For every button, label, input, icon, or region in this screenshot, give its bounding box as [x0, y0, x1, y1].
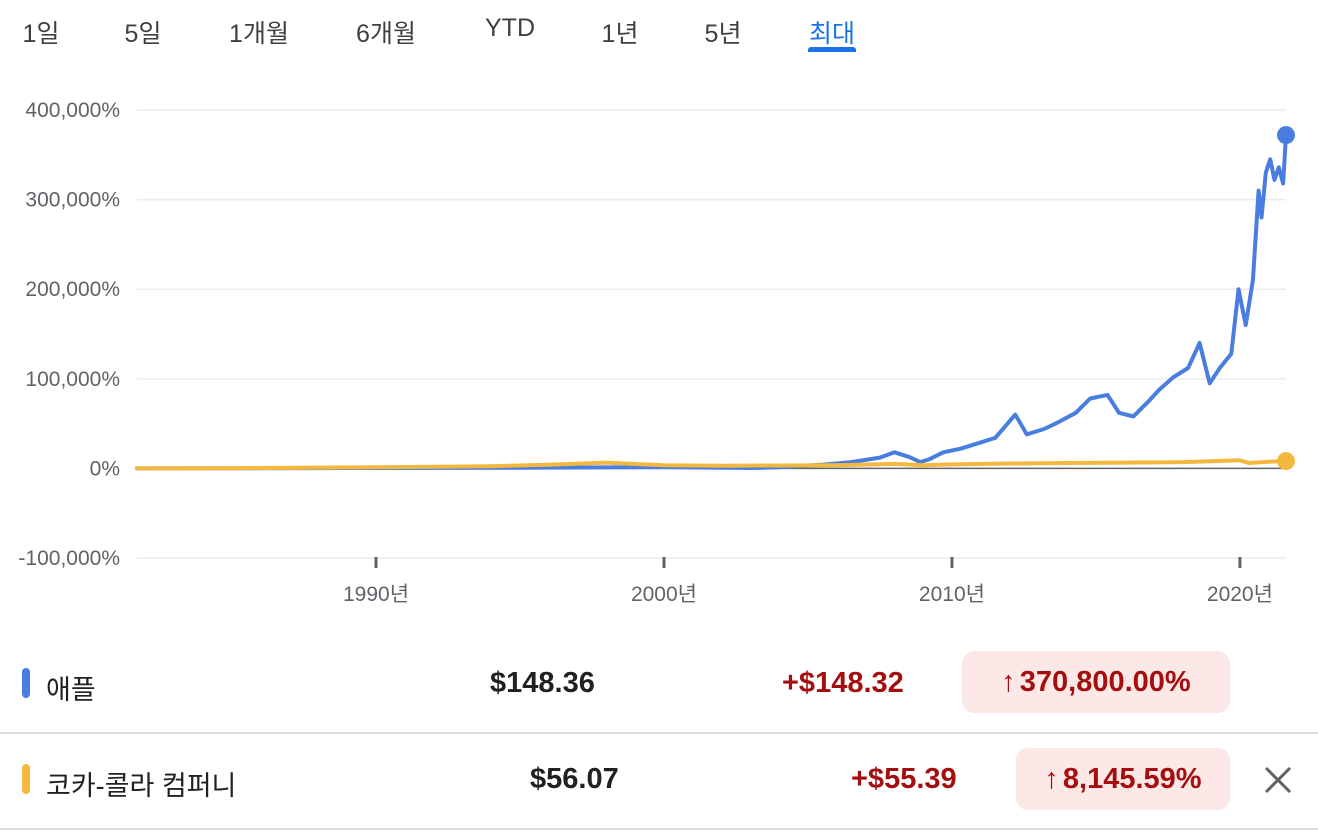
- percent-change-badge: ↑ 370,800.00%: [962, 651, 1230, 713]
- y-tick-label: 100,000%: [25, 368, 120, 391]
- chart-axes: 400,000% 300,000% 200,000% 100,000% 0% -100,0…: [18, 99, 1273, 606]
- percent-change-badge: ↑ 8,145.59%: [1016, 748, 1230, 810]
- tab-1-day[interactable]: 1일: [22, 20, 60, 48]
- arrow-up-icon: ↑: [1001, 665, 1016, 698]
- tab-5-days[interactable]: 5일: [124, 20, 162, 48]
- y-tick-label: 300,000%: [25, 189, 120, 212]
- chart-grid: [137, 109, 1286, 559]
- tab-6-months[interactable]: 6개월: [356, 20, 416, 48]
- y-tick-label: 400,000%: [25, 99, 120, 122]
- current-price: $56.07: [530, 763, 619, 795]
- close-icon[interactable]: [1262, 764, 1294, 796]
- tab-max[interactable]: 최대: [808, 20, 856, 48]
- series-endpoint-0: [1277, 126, 1295, 145]
- series-name: 코카-콜라 컴퍼니: [46, 771, 237, 801]
- x-tick-label: 1990년: [343, 583, 409, 606]
- tab-5-years[interactable]: 5년: [704, 20, 742, 48]
- series-line-1: [135, 458, 1288, 471]
- y-tick-label: 200,000%: [25, 278, 120, 301]
- series-color-swatch: [22, 764, 30, 794]
- chart-series: [135, 126, 1295, 471]
- y-tick-label: 0%: [90, 457, 120, 480]
- percent-change: 8,145.59%: [1062, 762, 1202, 795]
- price-change: +$148.32: [782, 667, 904, 699]
- current-price: $148.36: [490, 667, 595, 699]
- active-tab-indicator: [808, 47, 856, 52]
- series-endpoint-1: [1277, 452, 1295, 471]
- tab-1-year[interactable]: 1년: [601, 20, 639, 48]
- x-tick-label: 2020년: [1207, 583, 1273, 606]
- time-range-tabs: 1일 5일 1개월 6개월 YTD 1년 5년 최대: [0, 0, 1318, 60]
- price-comparison-chart[interactable]: 400,000% 300,000% 200,000% 100,000% 0% -100,0…: [0, 60, 1318, 620]
- x-tick-label: 2010년: [919, 583, 985, 606]
- arrow-up-icon: ↑: [1044, 762, 1059, 795]
- tab-1-month[interactable]: 1개월: [229, 20, 289, 48]
- series-color-swatch: [22, 668, 30, 698]
- series-name: 애플: [46, 675, 96, 705]
- price-change: +$55.39: [851, 763, 957, 795]
- y-tick-label: -100,000%: [18, 547, 120, 570]
- percent-change: 370,800.00%: [1019, 665, 1191, 698]
- x-tick-label: 2000년: [631, 583, 697, 606]
- legend-row-coca-cola[interactable]: 코카-콜라 컴퍼니 $56.07 +$55.39 ↑ 8,145.59%: [0, 732, 1318, 830]
- tab-ytd[interactable]: YTD: [485, 14, 535, 42]
- series-line-0: [135, 133, 1288, 471]
- legend-row-apple[interactable]: 애플 $148.36 +$148.32 ↑ 370,800.00%: [0, 636, 1318, 732]
